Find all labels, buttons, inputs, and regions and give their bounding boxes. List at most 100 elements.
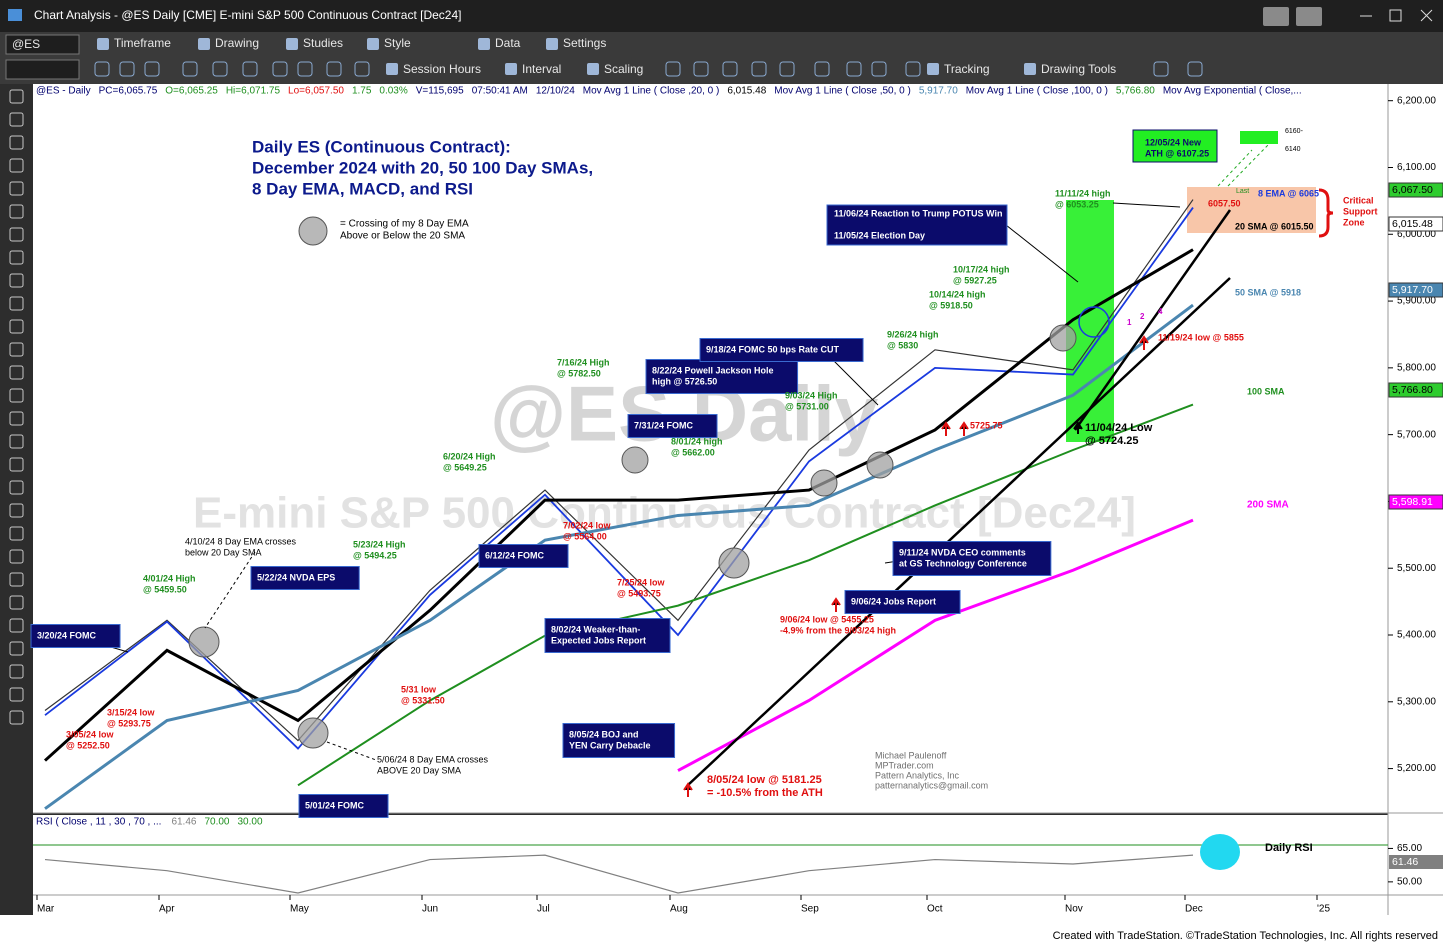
tool-icon[interactable]: [9, 273, 24, 288]
toolbar-icon[interactable]: [871, 61, 887, 77]
toolbar-icon[interactable]: [119, 61, 135, 77]
annotation-text: 7/16/24 High: [557, 357, 610, 367]
annotation-text: Expected Jobs Report: [551, 635, 646, 645]
tool-icon[interactable]: [9, 158, 24, 173]
annotation-text: 9/06/24 low @ 5455.25: [780, 614, 874, 624]
annotation: 200 SMA: [1247, 500, 1289, 511]
tool-icon[interactable]: [9, 227, 24, 242]
symbol-box[interactable]: [5, 34, 80, 55]
tool-icon[interactable]: [9, 526, 24, 541]
tool-icon[interactable]: [9, 434, 24, 449]
annotation: 11/05/24 Election Day: [834, 230, 925, 240]
tool-icon[interactable]: [9, 388, 24, 403]
tool-strip: [0, 84, 33, 914]
toolbar-icon[interactable]: [665, 61, 681, 77]
toolbar-icon[interactable]: [326, 61, 342, 77]
annotations: Daily ES (Continuous Contract): December …: [30, 128, 1378, 818]
toolbar-button[interactable]: Interval: [522, 62, 561, 76]
toolbar-button[interactable]: Style: [384, 36, 411, 50]
maximize[interactable]: [1389, 9, 1402, 22]
tool-icon[interactable]: [9, 503, 24, 518]
annotation-text: 5/23/24 High: [353, 539, 406, 549]
toolbar-icon: [386, 63, 398, 75]
toolbar-icon[interactable]: [94, 61, 110, 77]
toolbar-icon[interactable]: [144, 61, 160, 77]
toolbar-button[interactable]: Studies: [303, 36, 343, 50]
tool-icon[interactable]: [9, 181, 24, 196]
annotation-box: [826, 204, 1008, 246]
annotation-text: Michael Paulenoff: [875, 750, 947, 760]
tool-icon[interactable]: [9, 135, 24, 150]
close[interactable]: [1420, 9, 1433, 22]
tool-icon[interactable]: [9, 319, 24, 334]
toolbar-icon[interactable]: [693, 61, 709, 77]
tool-icon[interactable]: [9, 595, 24, 610]
price-tag: [1388, 494, 1443, 510]
tool-icon[interactable]: [9, 618, 24, 633]
tool-icon[interactable]: [9, 480, 24, 495]
toolbar-icon[interactable]: [242, 61, 258, 77]
tool-icon[interactable]: [9, 664, 24, 679]
app-icon: [8, 9, 22, 21]
toolbar-button[interactable]: Drawing: [215, 36, 259, 50]
annotation: 3/20/24 FOMC: [30, 624, 121, 648]
toolbar-icon[interactable]: [297, 61, 313, 77]
tool-icon[interactable]: [9, 710, 24, 725]
x-tick-label: Sep: [801, 904, 819, 915]
annotation: 50 SMA @ 5918: [1235, 287, 1301, 297]
tool-icon[interactable]: [9, 572, 24, 587]
toolbar-button[interactable]: Scaling: [604, 62, 643, 76]
interval-box[interactable]: [5, 59, 80, 80]
tool-icon[interactable]: [9, 365, 24, 380]
annotation-text: 2: [1140, 312, 1145, 321]
tool-icon[interactable]: [9, 112, 24, 127]
tool-icon[interactable]: [9, 342, 24, 357]
tool-icon[interactable]: [9, 89, 24, 104]
tool-icon[interactable]: [9, 250, 24, 265]
tool-icon[interactable]: [9, 457, 24, 472]
annotation: 6140: [1285, 146, 1301, 153]
toolbar-icon[interactable]: [182, 61, 198, 77]
e-button[interactable]: [1296, 7, 1322, 26]
annotation: 8/02/24 Weaker-than-Expected Jobs Report: [544, 618, 671, 653]
tool-icon[interactable]: [9, 296, 24, 311]
annotation: 10/14/24 high@ 5918.50: [929, 289, 986, 310]
toolbar-icon[interactable]: [272, 61, 288, 77]
footer: Created with TradeStation. ©TradeStation…: [1053, 930, 1438, 942]
tool-icon[interactable]: [9, 411, 24, 426]
toolbar-button[interactable]: Session Hours: [403, 62, 481, 76]
toolbar-icon[interactable]: [751, 61, 767, 77]
y-tick-label: 6,000.00: [1397, 229, 1436, 240]
annotation-text: Critical: [1343, 195, 1374, 205]
annotation-text: @ 6053.25: [1055, 199, 1099, 209]
toolbar-button[interactable]: Settings: [563, 36, 606, 50]
toolbar-button[interactable]: Timeframe: [114, 36, 171, 50]
toolbar-icon[interactable]: [905, 61, 921, 77]
annotation-text: @ 5649.25: [443, 462, 487, 472]
tool-icon[interactable]: [9, 641, 24, 656]
toolbar-button[interactable]: Drawing Tools: [1041, 62, 1116, 76]
toolbar-icon[interactable]: [779, 61, 795, 77]
annotation: 7/25/24 low@ 5493.75: [617, 577, 666, 598]
annotation-text: 11/04/24 Low: [1085, 422, 1153, 434]
toolbar-icon[interactable]: [846, 61, 862, 77]
tool-icon[interactable]: [9, 549, 24, 564]
toolbar-icon[interactable]: [722, 61, 738, 77]
toolbar-icon[interactable]: [354, 61, 370, 77]
symbol[interactable]: @ES: [12, 37, 40, 51]
toolbar-button[interactable]: Tracking: [944, 62, 990, 76]
tool-icon[interactable]: [9, 687, 24, 702]
status-item: 6,015.48: [727, 86, 766, 97]
toolbar-button[interactable]: Data: [495, 36, 521, 50]
toolbar-icon[interactable]: [814, 61, 830, 77]
annotation-text: @ 5293.75: [107, 718, 151, 728]
toolbar-icon[interactable]: [1187, 61, 1203, 77]
annotation: 100 SMA: [1247, 386, 1285, 396]
toolbar-icon[interactable]: [212, 61, 228, 77]
tool-icon[interactable]: [9, 204, 24, 219]
series-line: [44, 303, 1194, 810]
s-button[interactable]: [1263, 7, 1289, 26]
rsi-tag-label: 61.46: [1392, 856, 1418, 868]
window-title: Chart Analysis - @ES Daily [CME] E-mini …: [34, 8, 461, 22]
toolbar-icon[interactable]: [1153, 61, 1169, 77]
